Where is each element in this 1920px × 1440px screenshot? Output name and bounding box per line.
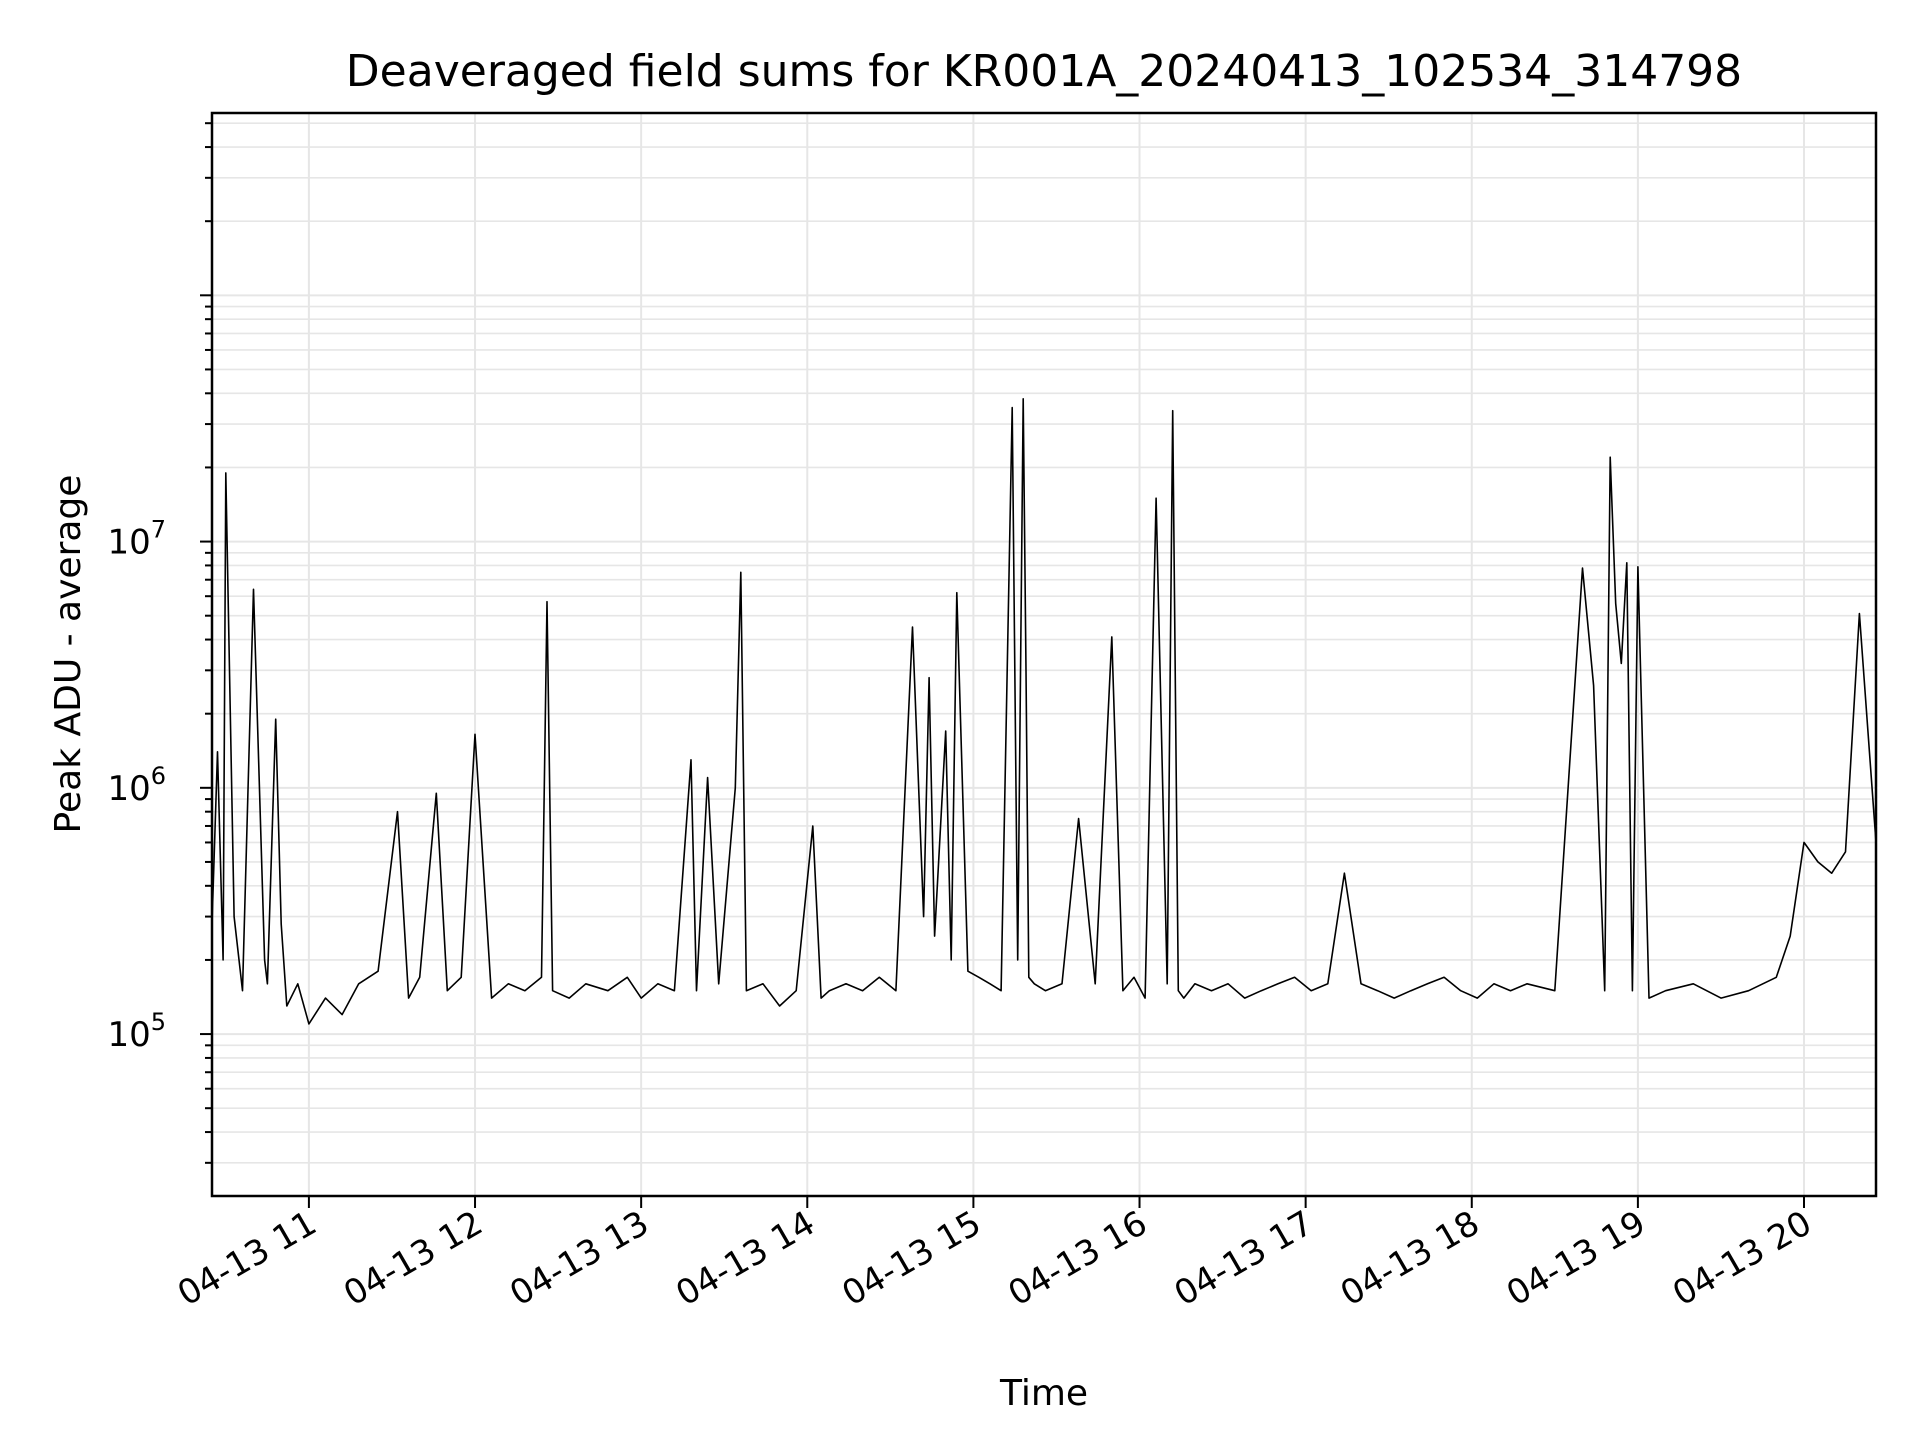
x-tick-label: 04-13 16 bbox=[1002, 1203, 1154, 1314]
series-line bbox=[211, 397, 1877, 1025]
grid-lines bbox=[212, 113, 1876, 1196]
x-axis-label: Time bbox=[999, 1373, 1088, 1414]
y-tick-base: 10 bbox=[107, 523, 150, 563]
x-tick-label: 04-13 12 bbox=[337, 1203, 489, 1314]
y-axis-label: Peak ADU - average bbox=[48, 475, 89, 834]
x-tick-label: 04-13 15 bbox=[836, 1203, 988, 1314]
x-tick-label: 04-13 20 bbox=[1666, 1203, 1818, 1314]
x-tick-label: 04-13 11 bbox=[171, 1203, 323, 1314]
y-tick-exponent: 6 bbox=[151, 762, 166, 790]
plot-frame bbox=[210, 111, 1878, 1198]
x-tick-label: 04-13 18 bbox=[1334, 1203, 1486, 1314]
y-tick-base: 10 bbox=[107, 1015, 150, 1055]
y-tick-label: 107 bbox=[107, 516, 166, 563]
x-tick-label: 04-13 17 bbox=[1168, 1203, 1320, 1314]
x-tick-label: 04-13 14 bbox=[669, 1203, 821, 1314]
x-tick-label: 04-13 13 bbox=[503, 1203, 655, 1314]
chart-title: Deaveraged field sums for KR001A_2024041… bbox=[346, 46, 1742, 97]
y-tick-exponent: 7 bbox=[151, 516, 166, 544]
y-tick-base: 10 bbox=[107, 769, 150, 809]
y-tick-label: 106 bbox=[107, 762, 166, 809]
y-tick-label: 105 bbox=[107, 1008, 166, 1055]
x-axis-ticks: 04-13 11 04-13 12 04-13 13 04-13 14 04-13 15… bbox=[171, 1196, 1819, 1314]
x-tick-label: 04-13 19 bbox=[1500, 1203, 1652, 1314]
y-tick-exponent: 5 bbox=[151, 1008, 166, 1036]
series-line-group bbox=[211, 397, 1877, 1025]
